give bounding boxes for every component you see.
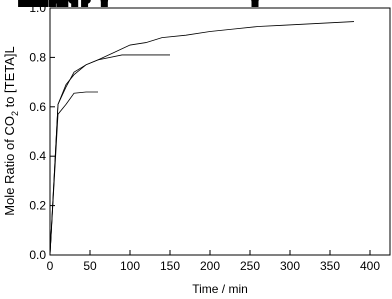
square-marker (48, 0, 56, 7)
x-axis-label: Time / min (192, 282, 248, 296)
y-tick-label: 0.6 (29, 100, 46, 114)
circle-marker (83, 0, 91, 4)
y-tick-label: 0.8 (29, 50, 46, 64)
y-tick-label: 0.2 (29, 199, 46, 213)
x-tick-label: 100 (120, 259, 140, 273)
square-marker (81, 0, 89, 7)
x-tick-label: 400 (360, 259, 380, 273)
square-marker (31, 0, 39, 7)
series-line (49, 91, 98, 256)
x-tick-label: 0 (47, 259, 54, 273)
x-tick-label: 300 (280, 259, 300, 273)
y-tick-label: 0.0 (29, 248, 46, 262)
y-label-part: Mole Ratio of CO (2, 116, 17, 216)
series-line (49, 54, 170, 256)
square-marker (39, 0, 47, 7)
x-tick-label: 150 (160, 259, 180, 273)
y-axis-label: Mole Ratio of CO2 to [TETA]L (2, 46, 20, 216)
square-marker (18, 0, 26, 7)
x-tick-label: 250 (240, 259, 260, 273)
y-tick-label: 0.4 (29, 149, 46, 163)
square-marker (71, 0, 79, 7)
series-line (49, 21, 355, 256)
plot-frame (49, 7, 391, 256)
circle-marker (51, 0, 59, 4)
circle-marker (68, 0, 77, 4)
y-label-part: to [TETA]L (2, 46, 17, 111)
x-tick-label: 50 (83, 259, 97, 273)
x-tick-label: 200 (200, 259, 220, 273)
circle-marker (251, 0, 259, 4)
circle-marker (100, 0, 109, 4)
y-label-sub: 2 (10, 111, 20, 116)
x-tick-label: 350 (320, 259, 340, 273)
